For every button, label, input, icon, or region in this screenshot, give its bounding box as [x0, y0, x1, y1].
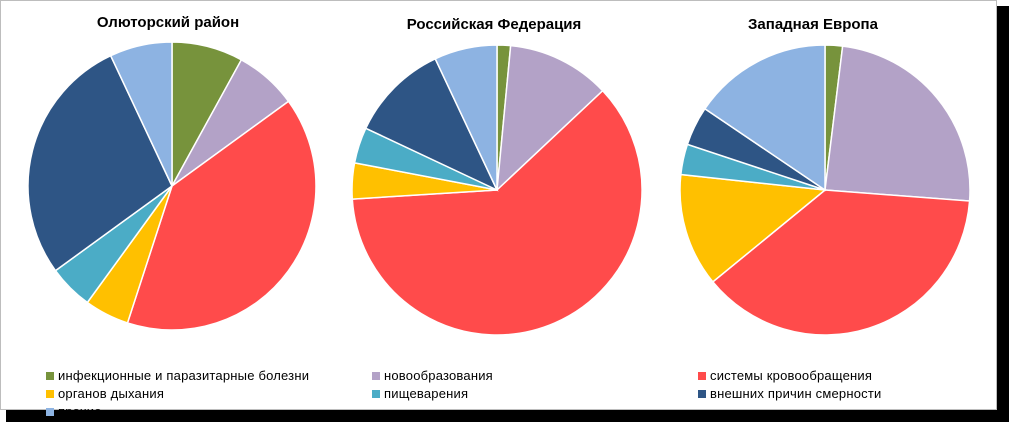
pie-slice [351, 89, 643, 336]
chart-title: Западная Европа [748, 16, 879, 33]
pie-slice [27, 54, 173, 272]
pie-slice [434, 44, 498, 191]
pie-charts: Олюторский район Российская Федерация Запа… [27, 14, 971, 336]
pie-slice [703, 44, 826, 192]
pie-slice [679, 173, 827, 283]
pie-chart: Западная Европа [679, 16, 971, 336]
frame-shadow-bottom [6, 409, 1009, 422]
pie-slice [824, 45, 971, 202]
pie-chart: Олюторский район [27, 14, 317, 331]
frame-shadow-right [996, 6, 1009, 422]
chart-title: Олюторский район [97, 14, 239, 31]
pie-slice [496, 44, 604, 192]
pie-slice [109, 41, 173, 187]
pie-chart: Российская Федерация [351, 16, 643, 336]
pie-slice [126, 100, 317, 331]
pie-slice [711, 189, 971, 336]
chart-title: Российская Федерация [407, 16, 582, 33]
pie-slice [364, 57, 499, 192]
